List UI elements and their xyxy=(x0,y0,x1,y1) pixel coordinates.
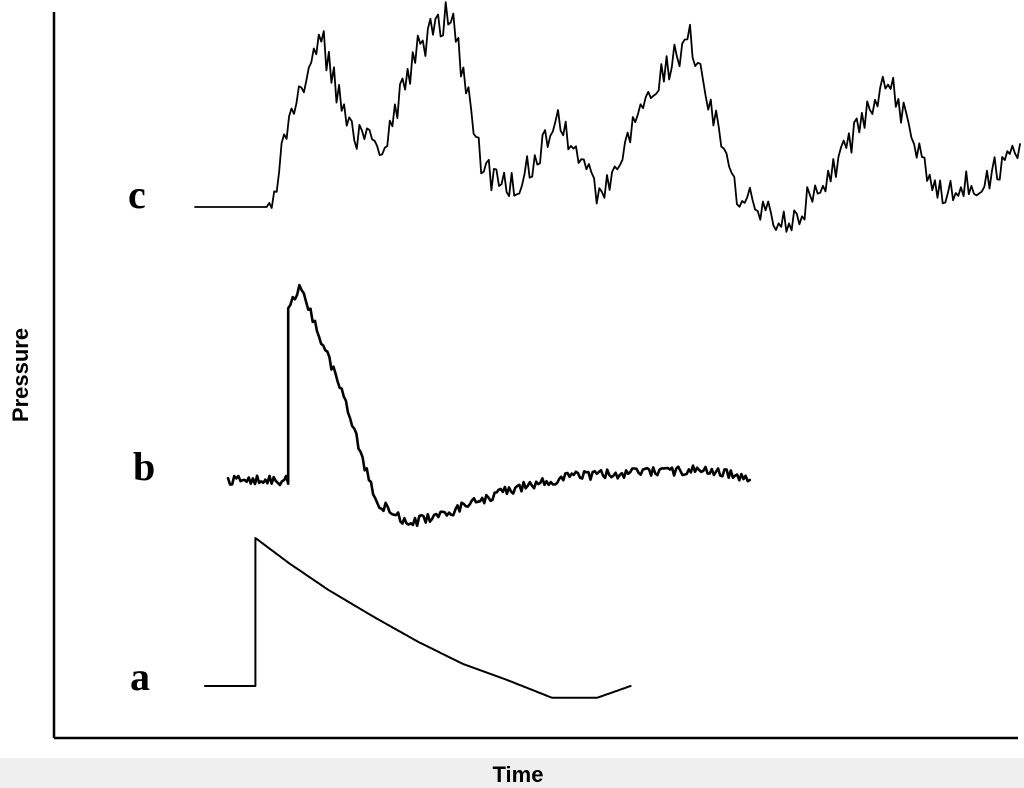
series-line-a xyxy=(204,537,632,699)
traces-group xyxy=(194,1,1021,699)
series-label-c: c xyxy=(128,172,146,217)
x-axis-label: Time xyxy=(493,762,544,787)
y-axis-label: Pressure xyxy=(8,328,33,422)
series-label-a: a xyxy=(130,654,150,699)
series-line-b xyxy=(226,283,752,528)
series-line-c xyxy=(194,1,1021,233)
series-label-b: b xyxy=(133,444,155,489)
footer-strip xyxy=(0,758,1024,788)
